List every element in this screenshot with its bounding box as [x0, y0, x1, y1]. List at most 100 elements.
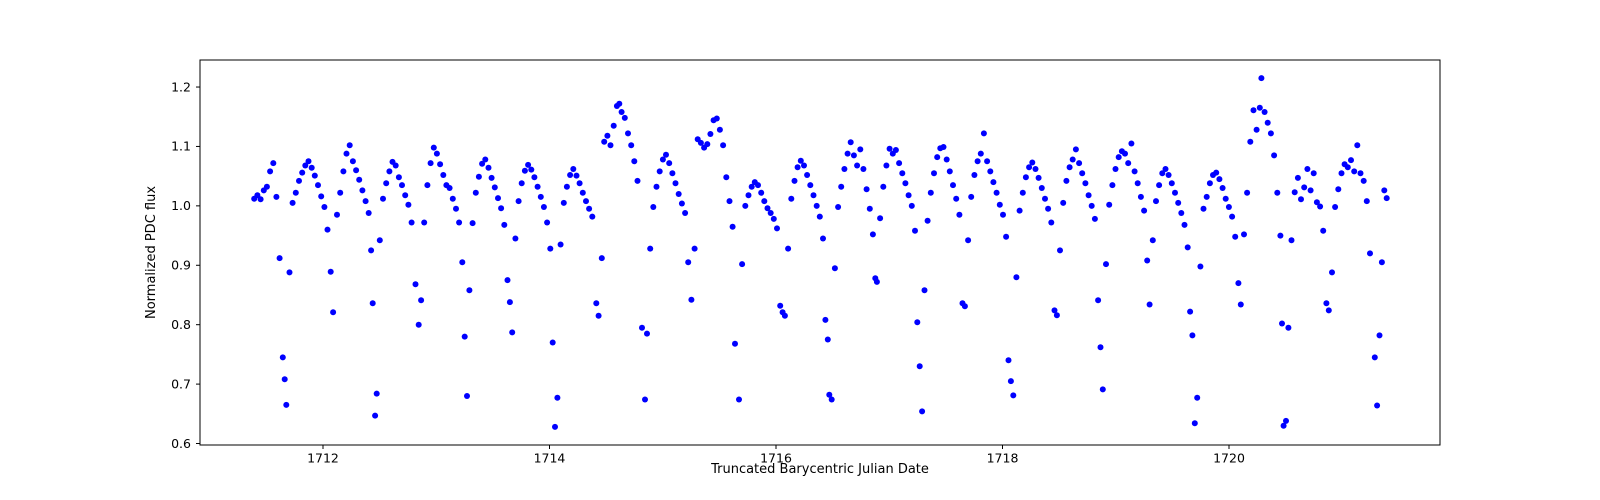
data-point [873, 278, 880, 285]
data-points-group [251, 75, 1390, 430]
data-point [479, 160, 486, 167]
data-point [567, 172, 574, 178]
data-point [831, 265, 838, 272]
data-point [1005, 357, 1012, 364]
data-point [1125, 160, 1132, 167]
data-point [540, 204, 547, 210]
data-point [1141, 207, 1148, 214]
data-point [349, 158, 356, 165]
data-point [324, 226, 331, 233]
y-tick-label: 0.8 [171, 317, 191, 332]
data-point [1109, 182, 1116, 189]
data-point [570, 166, 577, 172]
data-point [372, 412, 379, 419]
data-point [461, 333, 468, 340]
data-point [748, 183, 755, 190]
data-point [1184, 244, 1191, 251]
data-point [1241, 231, 1247, 238]
data-point [1285, 324, 1292, 331]
data-point [1095, 297, 1102, 304]
data-point [916, 363, 923, 370]
data-point [1016, 207, 1023, 214]
data-point [392, 162, 399, 169]
data-point [980, 130, 987, 137]
data-point [1038, 185, 1045, 191]
data-point [838, 183, 845, 190]
data-point [289, 199, 296, 206]
data-point [974, 158, 981, 165]
data-point [337, 189, 344, 196]
x-axis-label: Truncated Barycentric Julian Date [710, 462, 929, 477]
data-point [707, 131, 714, 137]
data-point [807, 182, 814, 189]
data-point [1216, 176, 1223, 183]
data-point [427, 160, 434, 167]
data-point [1131, 168, 1138, 175]
data-point [1122, 150, 1128, 157]
data-point [1181, 221, 1188, 228]
data-point [892, 147, 899, 153]
data-point [908, 202, 915, 209]
y-tick-label: 1.0 [171, 198, 191, 213]
data-point [1325, 307, 1332, 314]
data-point [723, 174, 730, 181]
data-point [466, 287, 473, 294]
data-point [518, 180, 525, 187]
data-point [521, 167, 528, 174]
data-point [1072, 146, 1079, 153]
data-point [1200, 205, 1207, 212]
data-point [1307, 187, 1314, 194]
data-point [601, 138, 608, 145]
data-point [797, 157, 804, 164]
data-point [376, 237, 383, 244]
data-point [579, 189, 586, 196]
data-point [691, 245, 698, 252]
y-tick-label: 0.6 [171, 436, 191, 451]
data-point [359, 187, 366, 194]
data-point [469, 220, 476, 227]
data-point [343, 150, 350, 157]
data-point [1261, 109, 1268, 115]
y-axis-label: Normalized PDC flux [144, 186, 159, 319]
data-point [844, 150, 851, 157]
data-point [1010, 392, 1017, 399]
data-point [1351, 168, 1358, 175]
data-point [1277, 232, 1284, 239]
data-point [1383, 195, 1390, 202]
data-point [1091, 215, 1098, 222]
data-point [276, 255, 283, 262]
data-point [977, 150, 984, 157]
data-point [1354, 142, 1361, 149]
data-point [286, 269, 293, 276]
data-point [544, 219, 551, 226]
data-point [1301, 184, 1308, 191]
data-point [1283, 417, 1289, 424]
data-point [305, 158, 312, 165]
data-point [961, 303, 968, 310]
data-point [554, 394, 561, 401]
data-point [586, 205, 593, 212]
data-point [482, 156, 489, 163]
data-point [1115, 154, 1122, 161]
data-point [334, 211, 340, 218]
data-point [1250, 107, 1257, 114]
data-point [965, 237, 972, 244]
data-point [1294, 174, 1301, 181]
data-point [678, 200, 685, 207]
data-point [927, 189, 934, 196]
data-point [1360, 177, 1367, 184]
data-point [739, 261, 746, 268]
data-point [1066, 164, 1073, 171]
data-point [736, 396, 742, 403]
data-point [1363, 198, 1370, 205]
data-point [1191, 420, 1198, 427]
data-point [704, 141, 711, 148]
data-point [1317, 203, 1324, 210]
data-point [418, 297, 425, 304]
data-point [996, 201, 1003, 208]
data-point [515, 198, 522, 205]
data-point [764, 205, 771, 212]
data-point [857, 146, 864, 153]
data-point [912, 227, 918, 234]
data-point [485, 164, 492, 171]
